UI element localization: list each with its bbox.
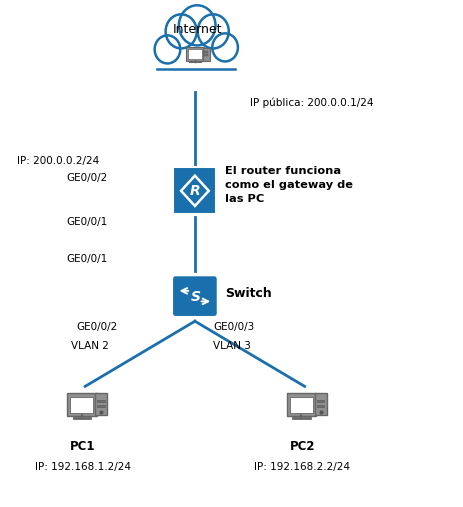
Text: Switch: Switch [225, 287, 271, 300]
Text: GE0/0/1: GE0/0/1 [67, 254, 108, 264]
Text: El router funciona
como el gateway de
las PC: El router funciona como el gateway de la… [225, 166, 353, 204]
Circle shape [198, 14, 229, 48]
FancyBboxPatch shape [287, 393, 316, 416]
Text: R: R [189, 184, 200, 198]
FancyBboxPatch shape [97, 405, 105, 407]
Text: VLAN 2: VLAN 2 [71, 341, 109, 351]
Text: VLAN 3: VLAN 3 [213, 341, 251, 351]
FancyBboxPatch shape [317, 405, 324, 407]
Circle shape [213, 33, 238, 61]
FancyBboxPatch shape [174, 167, 216, 214]
FancyBboxPatch shape [172, 275, 218, 317]
Text: Internet: Internet [172, 23, 222, 36]
Circle shape [170, 26, 220, 81]
FancyBboxPatch shape [95, 393, 107, 416]
FancyBboxPatch shape [67, 393, 97, 416]
Text: PC1: PC1 [70, 440, 95, 453]
Text: IP: 192.168.2.2/24: IP: 192.168.2.2/24 [254, 461, 350, 472]
FancyBboxPatch shape [70, 396, 93, 413]
Text: IP: 200.0.0.2/24: IP: 200.0.0.2/24 [17, 156, 99, 166]
FancyBboxPatch shape [205, 54, 208, 56]
FancyBboxPatch shape [97, 400, 105, 402]
Text: IP: 192.168.1.2/24: IP: 192.168.1.2/24 [35, 461, 131, 472]
FancyBboxPatch shape [151, 65, 238, 88]
Text: GE0/0/2: GE0/0/2 [67, 173, 108, 184]
Text: PC2: PC2 [290, 440, 315, 453]
Circle shape [166, 14, 197, 48]
FancyBboxPatch shape [188, 49, 202, 59]
FancyBboxPatch shape [186, 47, 204, 61]
Text: S: S [191, 290, 201, 304]
FancyBboxPatch shape [314, 393, 327, 416]
FancyBboxPatch shape [205, 51, 208, 53]
Text: GE0/0/2: GE0/0/2 [76, 322, 117, 332]
Circle shape [179, 5, 215, 46]
Circle shape [155, 35, 180, 63]
Text: IP pública: 200.0.0.1/24: IP pública: 200.0.0.1/24 [250, 98, 373, 108]
Text: GE0/0/3: GE0/0/3 [213, 322, 255, 332]
FancyBboxPatch shape [203, 48, 210, 60]
FancyBboxPatch shape [317, 400, 324, 402]
FancyBboxPatch shape [290, 396, 313, 413]
Text: GE0/0/1: GE0/0/1 [67, 217, 108, 227]
